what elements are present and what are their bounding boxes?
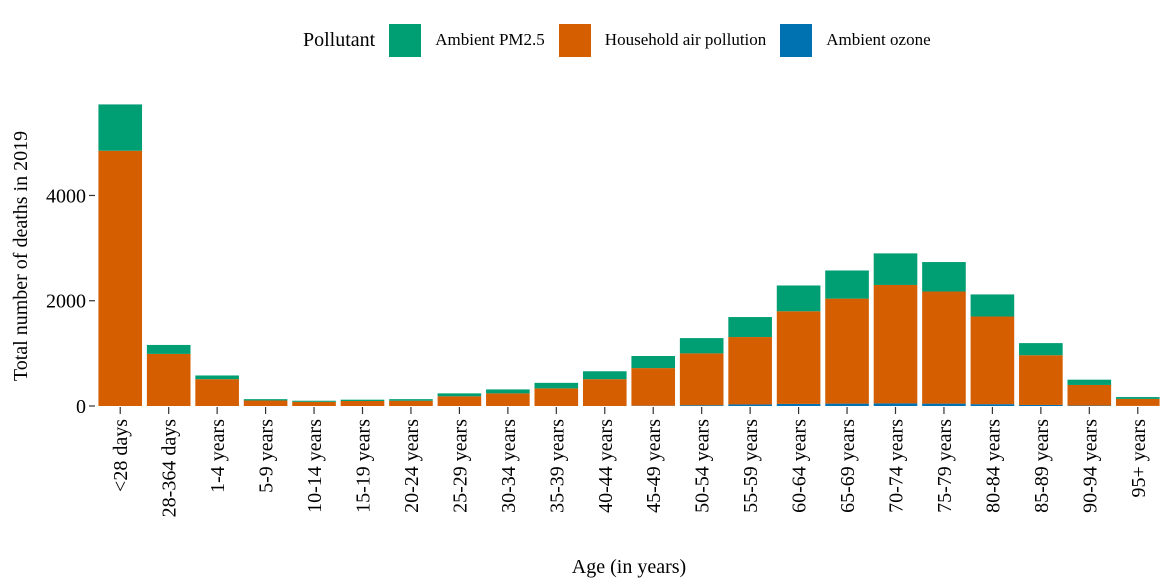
x-tick-label-40-44-years: 40-44 years [595,419,617,513]
bar-household-air-pollution-45-49-years [631,368,676,406]
bar-ambient-pm2-5-15-19-years [340,399,385,401]
y-tick-label-2000: 2000 [46,291,86,313]
legend-swatch-household-air-pollution [558,23,591,57]
bar-ambient-pm2-5-75-79-years [922,262,966,292]
x-tick-label-28-days: <28 days [110,419,132,492]
x-tick-label-20-24-years: 20-24 years [401,419,423,513]
bar-household-air-pollution-85-89-years [1019,355,1063,405]
legend-item-ambient-ozone: Ambient ozone [780,23,931,57]
bar-household-air-pollution-15-19-years [340,401,385,406]
bar-ambient-pm2-5-35-39-years [534,382,579,389]
bar-ambient-pm2-5-80-84-years [970,294,1015,317]
y-tick-label-0: 0 [76,396,86,418]
bar-ambient-pm2-5-5-9-years [243,399,288,401]
legend: Pollutant Ambient PM2.5 Household air po… [303,23,945,57]
bar-ambient-ozone-55-59-years [728,404,772,406]
bar-ambient-pm2-5-85-89-years [1019,343,1063,356]
bar-ambient-pm2-5-28-days [98,104,143,151]
bar-ambient-pm2-5-45-49-years [631,356,676,369]
legend-swatch-ambient-ozone [780,23,813,57]
bar-ambient-ozone-70-74-years [873,403,918,406]
x-tick-label-55-59-years: 55-59 years [740,419,762,513]
bar-ambient-pm2-5-20-24-years [389,399,433,401]
bar-household-air-pollution-20-24-years [389,400,433,406]
x-tick-label-1-4-years: 1-4 years [207,419,229,493]
bar-ambient-ozone-85-89-years [1019,404,1063,406]
bar-ambient-pm2-5-10-14-years [292,400,336,402]
bar-ambient-ozone-50-54-years [679,405,724,406]
x-axis-label: Age (in years) [572,556,686,578]
bar-household-air-pollution-60-64-years [776,311,821,404]
x-tick-label-75-79-years: 75-79 years [934,419,956,513]
bar-household-air-pollution-25-29-years [437,396,482,406]
x-tick-label-5-9-years: 5-9 years [256,419,278,493]
bar-ambient-pm2-5-28-364-days [146,344,191,354]
bar-household-air-pollution-35-39-years [534,388,579,406]
legend-label-ambient-pm25: Ambient PM2.5 [435,30,545,49]
x-tick-label-10-14-years: 10-14 years [304,419,326,513]
bar-ambient-pm2-5-65-69-years [825,270,869,299]
bar-household-air-pollution-5-9-years [243,400,288,406]
bar-household-air-pollution-90-94-years [1067,384,1112,406]
bar-ambient-pm2-5-40-44-years [582,371,627,380]
bar-ambient-pm2-5-95-years [1115,397,1160,399]
bar-ambient-pm2-5-70-74-years [873,253,918,285]
bar-ambient-pm2-5-50-54-years [679,338,724,354]
bars-group [98,104,1160,406]
bar-household-air-pollution-10-14-years [292,401,336,406]
x-tick-label-50-54-years: 50-54 years [692,419,714,513]
bar-ambient-pm2-5-25-29-years [437,393,482,397]
bar-household-air-pollution-50-54-years [679,353,724,406]
bar-household-air-pollution-70-74-years [873,284,918,404]
bar-ambient-ozone-65-69-years [825,403,869,406]
x-tick-label-28-364-days: 28-364 days [159,419,181,518]
bar-ambient-ozone-80-84-years [970,404,1015,406]
y-axis-label: Total number of deaths in 2019 [10,131,32,381]
legend-label-household-air-pollution: Household air pollution [604,30,767,49]
legend-title: Pollutant [303,28,376,51]
bar-household-air-pollution-55-59-years [728,337,772,405]
bar-household-air-pollution-95-years [1115,398,1160,406]
x-tick-label-45-49-years: 45-49 years [643,419,665,513]
bar-household-air-pollution-30-34-years [486,393,530,406]
legend-item-household-air-pollution: Household air pollution [558,23,767,57]
bar-household-air-pollution-1-4-years [195,379,239,406]
bar-household-air-pollution-28-days [98,150,143,406]
bar-household-air-pollution-80-84-years [970,316,1015,405]
x-tick-label-65-69-years: 65-69 years [837,419,859,513]
x-tick-label-15-19-years: 15-19 years [353,419,375,513]
x-tick-label-90-94-years: 90-94 years [1079,419,1101,513]
bar-ambient-ozone-60-64-years [776,403,821,406]
legend-item-ambient-pm25: Ambient PM2.5 [389,23,545,57]
x-tick-label-30-34-years: 30-34 years [498,419,520,513]
axes-group: <28 days 28-364 days 1-4 years 5-9 years 10-… [46,185,1150,517]
x-tick-label-25-29-years: 25-29 years [449,419,471,513]
x-tick-label-85-89-years: 85-89 years [1031,419,1053,513]
x-tick-label-60-64-years: 60-64 years [789,419,811,513]
bar-household-air-pollution-40-44-years [582,379,627,406]
bar-ambient-pm2-5-1-4-years [195,375,239,380]
bar-household-air-pollution-65-69-years [825,298,869,404]
bar-ambient-pm2-5-30-34-years [486,389,530,394]
x-tick-label-70-74-years: 70-74 years [886,419,908,513]
legend-swatch-ambient-pm25 [389,23,422,57]
x-tick-label-95-years: 95+ years [1128,419,1150,498]
bar-ambient-pm2-5-60-64-years [776,285,821,312]
bar-ambient-pm2-5-55-59-years [728,317,772,338]
bar-household-air-pollution-75-79-years [922,291,966,404]
legend-label-ambient-ozone: Ambient ozone [826,30,931,49]
x-tick-label-80-84-years: 80-84 years [982,419,1004,513]
bar-household-air-pollution-28-364-days [146,353,191,406]
y-tick-label-4000: 4000 [46,185,86,207]
x-tick-label-35-39-years: 35-39 years [546,419,568,513]
bar-ambient-ozone-75-79-years [922,403,966,406]
bar-ambient-pm2-5-90-94-years [1067,379,1112,385]
